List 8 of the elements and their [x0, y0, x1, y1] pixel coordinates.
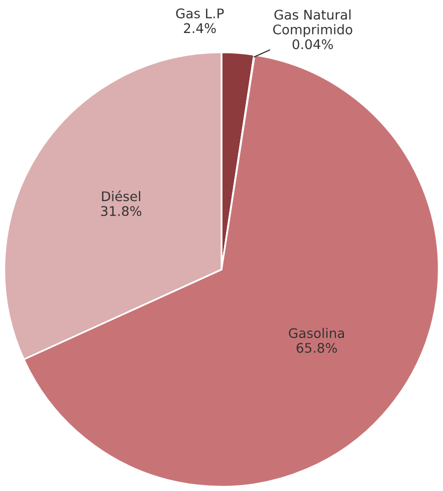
- slice-label: Gasolina: [288, 328, 344, 338]
- slice-label: Diésel: [102, 190, 140, 202]
- data-label: 65.8%: [296, 342, 337, 353]
- data-label: 2.4%: [184, 23, 216, 34]
- slice-label: Gas L.P: [176, 8, 224, 18]
- data-label: 0.04%: [292, 39, 333, 50]
- data-label: 31.8%: [101, 206, 142, 216]
- slice-label: Gas Natural Comprimido: [273, 9, 352, 38]
